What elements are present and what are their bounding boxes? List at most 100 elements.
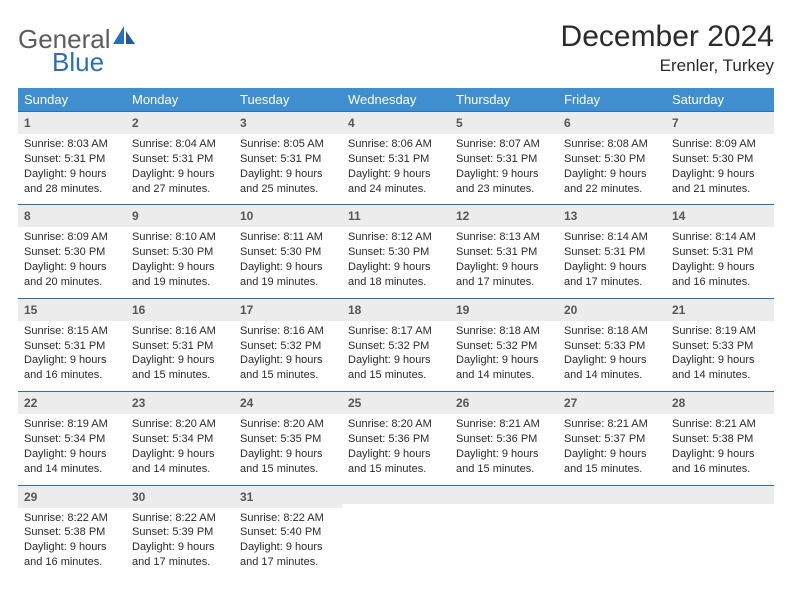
daylight-line: and 16 minutes.	[24, 368, 120, 383]
sunset-line: Sunset: 5:31 PM	[564, 245, 660, 260]
calendar-day: 15Sunrise: 8:15 AMSunset: 5:31 PMDayligh…	[18, 299, 126, 391]
day-header: Friday	[558, 88, 666, 111]
calendar-day: 23 Sunrise: 8:20 AMSunset: 5:34 PMDayligh…	[126, 392, 234, 484]
day-number: 8	[24, 209, 31, 223]
daylight-line: and 17 minutes.	[240, 555, 336, 570]
daylight-line: Daylight: 9 hours	[348, 167, 444, 182]
day-header-row: SundayMondayTuesdayWednesdayThursdayFrid…	[18, 88, 774, 111]
daylight-line: and 16 minutes.	[672, 462, 768, 477]
day-number-bar: 15	[18, 299, 126, 321]
calendar-week: 22Sunrise: 8:19 AMSunset: 5:34 PMDayligh…	[18, 391, 774, 484]
daylight-line: and 19 minutes.	[132, 275, 228, 290]
title-block: December 2024 Erenler, Turkey	[561, 20, 774, 76]
day-number-bar	[558, 486, 666, 504]
daylight-line: Daylight: 9 hours	[456, 260, 552, 275]
daylight-line: and 14 minutes.	[456, 368, 552, 383]
day-number: 20	[564, 303, 577, 317]
sunset-line: Sunset: 5:30 PM	[240, 245, 336, 260]
day-content: Sunrise: 8:08 AMSunset: 5:30 PMDaylight:…	[558, 134, 666, 196]
daylight-line: Daylight: 9 hours	[240, 353, 336, 368]
day-number-bar: 18	[342, 299, 450, 321]
day-number: 23	[132, 396, 145, 410]
day-number-bar	[342, 486, 450, 504]
daylight-line: and 15 minutes.	[456, 462, 552, 477]
daylight-line: Daylight: 9 hours	[24, 167, 120, 182]
day-number-bar: 1	[18, 112, 126, 134]
day-content: Sunrise: 8:07 AMSunset: 5:31 PMDaylight:…	[450, 134, 558, 196]
daylight-line: Daylight: 9 hours	[672, 167, 768, 182]
calendar-day: 19Sunrise: 8:18 AMSunset: 5:32 PMDayligh…	[450, 299, 558, 391]
sunrise-line: Sunrise: 8:03 AM	[24, 137, 120, 152]
brand-blue: Blue	[52, 49, 137, 75]
day-header: Sunday	[18, 88, 126, 111]
sunset-line: Sunset: 5:31 PM	[132, 152, 228, 167]
daylight-line: and 14 minutes.	[132, 462, 228, 477]
day-number: 12	[456, 209, 469, 223]
calendar-day: 27Sunrise: 8:21 AMSunset: 5:37 PMDayligh…	[558, 392, 666, 484]
calendar-day: 25Sunrise: 8:20 AMSunset: 5:36 PMDayligh…	[342, 392, 450, 484]
daylight-line: and 14 minutes.	[24, 462, 120, 477]
calendar-day: 4Sunrise: 8:06 AMSunset: 5:31 PMDaylight…	[342, 112, 450, 204]
day-content: Sunrise: 8:16 AMSunset: 5:31 PMDaylight:…	[126, 321, 234, 383]
daylight-line: and 15 minutes.	[132, 368, 228, 383]
day-header: Thursday	[450, 88, 558, 111]
location-label: Erenler, Turkey	[561, 56, 774, 76]
sunrise-line: Sunrise: 8:21 AM	[564, 417, 660, 432]
calendar-day: 11Sunrise: 8:12 AMSunset: 5:30 PMDayligh…	[342, 205, 450, 297]
day-content: Sunrise: 8:20 AMSunset: 5:36 PMDaylight:…	[342, 414, 450, 476]
day-number-bar: 5	[450, 112, 558, 134]
calendar-day: 12Sunrise: 8:13 AMSunset: 5:31 PMDayligh…	[450, 205, 558, 297]
calendar-day: 26Sunrise: 8:21 AMSunset: 5:36 PMDayligh…	[450, 392, 558, 484]
calendar-week: 8Sunrise: 8:09 AMSunset: 5:30 PMDaylight…	[18, 204, 774, 297]
sunset-line: Sunset: 5:34 PM	[132, 432, 228, 447]
day-number-bar: 14	[666, 205, 774, 227]
day-content: Sunrise: 8:16 AMSunset: 5:32 PMDaylight:…	[234, 321, 342, 383]
day-number-bar: 22	[18, 392, 126, 414]
day-number: 29	[24, 490, 37, 504]
day-number-bar: 4	[342, 112, 450, 134]
daylight-line: and 17 minutes.	[132, 555, 228, 570]
calendar-day: 18Sunrise: 8:17 AMSunset: 5:32 PMDayligh…	[342, 299, 450, 391]
sunrise-line: Sunrise: 8:14 AM	[672, 230, 768, 245]
sunset-line: Sunset: 5:30 PM	[564, 152, 660, 167]
day-number: 5	[456, 116, 463, 130]
day-content: Sunrise: 8:22 AMSunset: 5:38 PMDaylight:…	[18, 508, 126, 570]
sunrise-line: Sunrise: 8:22 AM	[240, 511, 336, 526]
day-content: Sunrise: 8:09 AMSunset: 5:30 PMDaylight:…	[666, 134, 774, 196]
calendar-day	[450, 486, 558, 578]
day-number: 9	[132, 209, 139, 223]
sunset-line: Sunset: 5:36 PM	[456, 432, 552, 447]
sunrise-line: Sunrise: 8:09 AM	[672, 137, 768, 152]
sail-icon	[113, 26, 137, 50]
day-number-bar	[666, 486, 774, 504]
day-number: 10	[240, 209, 253, 223]
day-number-bar: 31	[234, 486, 342, 508]
sunrise-line: Sunrise: 8:20 AM	[348, 417, 444, 432]
day-content: Sunrise: 8:20 AMSunset: 5:34 PMDaylight:…	[126, 414, 234, 476]
calendar-day: 30Sunrise: 8:22 AMSunset: 5:39 PMDayligh…	[126, 486, 234, 578]
sunset-line: Sunset: 5:30 PM	[672, 152, 768, 167]
sunset-line: Sunset: 5:31 PM	[240, 152, 336, 167]
daylight-line: Daylight: 9 hours	[240, 447, 336, 462]
day-content: Sunrise: 8:20 AMSunset: 5:35 PMDaylight:…	[234, 414, 342, 476]
daylight-line: Daylight: 9 hours	[456, 353, 552, 368]
daylight-line: Daylight: 9 hours	[240, 167, 336, 182]
day-content: Sunrise: 8:18 AMSunset: 5:33 PMDaylight:…	[558, 321, 666, 383]
calendar-day: 7Sunrise: 8:09 AMSunset: 5:30 PMDaylight…	[666, 112, 774, 204]
day-number: 13	[564, 209, 577, 223]
day-number: 15	[24, 303, 37, 317]
sunset-line: Sunset: 5:36 PM	[348, 432, 444, 447]
day-number-bar: 17	[234, 299, 342, 321]
daylight-line: and 28 minutes.	[24, 182, 120, 197]
daylight-line: Daylight: 9 hours	[564, 260, 660, 275]
sunrise-line: Sunrise: 8:12 AM	[348, 230, 444, 245]
calendar-day: 9Sunrise: 8:10 AMSunset: 5:30 PMDaylight…	[126, 205, 234, 297]
day-header: Monday	[126, 88, 234, 111]
day-header: Saturday	[666, 88, 774, 111]
sunset-line: Sunset: 5:31 PM	[24, 339, 120, 354]
sunset-line: Sunset: 5:37 PM	[564, 432, 660, 447]
day-content: Sunrise: 8:12 AMSunset: 5:30 PMDaylight:…	[342, 227, 450, 289]
sunrise-line: Sunrise: 8:18 AM	[456, 324, 552, 339]
sunset-line: Sunset: 5:31 PM	[672, 245, 768, 260]
day-number-bar: 11	[342, 205, 450, 227]
